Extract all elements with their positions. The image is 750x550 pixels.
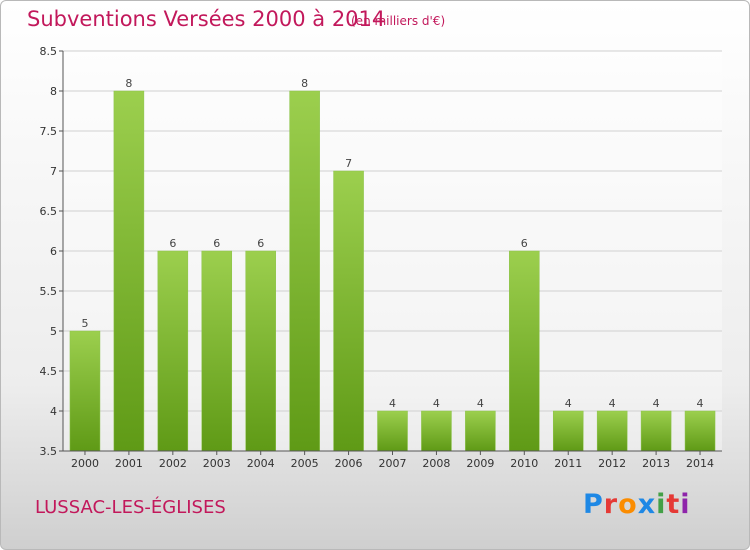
x-tick-label: 2000 <box>71 457 99 470</box>
bar-2006 <box>333 170 364 452</box>
bar-2010 <box>509 250 540 452</box>
y-tick-label: 3.5 <box>40 445 58 458</box>
y-tick-label: 4 <box>50 405 57 418</box>
y-tick-label: 8.5 <box>40 45 58 58</box>
data-label-2000: 5 <box>81 317 88 330</box>
proxiti-logo: Proxiti <box>583 489 691 520</box>
data-label-2011: 4 <box>565 397 572 410</box>
y-tick-label: 7 <box>50 165 57 178</box>
x-tick-label: 2012 <box>598 457 626 470</box>
data-label-2012: 4 <box>609 397 616 410</box>
x-tick-label: 2001 <box>115 457 143 470</box>
y-tick-label: 5.5 <box>40 285 58 298</box>
bar-2008 <box>421 410 452 452</box>
logo-letter: t <box>666 489 681 520</box>
data-label-2009: 4 <box>477 397 484 410</box>
x-tick-label: 2007 <box>379 457 407 470</box>
data-label-2008: 4 <box>433 397 440 410</box>
bar-2001 <box>113 90 145 452</box>
bar-2014 <box>684 410 716 452</box>
bar-2009 <box>465 410 496 452</box>
logo-letter: x <box>637 489 657 520</box>
data-label-2007: 4 <box>389 397 396 410</box>
y-tick-label: 8 <box>50 85 57 98</box>
bar-2012 <box>596 410 628 452</box>
data-label-2006: 7 <box>345 157 352 170</box>
data-label-2005: 8 <box>301 77 308 90</box>
data-label-2002: 6 <box>169 237 176 250</box>
bar-2002 <box>157 250 189 452</box>
x-tick-label: 2008 <box>422 457 450 470</box>
y-tick-label: 6.5 <box>40 205 58 218</box>
bar-2000 <box>69 330 101 452</box>
x-tick-label: 2006 <box>335 457 363 470</box>
x-tick-label: 2003 <box>203 457 231 470</box>
chart-title: Subventions Versées 2000 à 2014 <box>27 7 386 31</box>
x-tick-label: 2004 <box>247 457 275 470</box>
bar-2013 <box>640 410 672 452</box>
bar-2011 <box>552 410 584 452</box>
data-label-2013: 4 <box>653 397 660 410</box>
bar-2007 <box>377 410 408 452</box>
logo-letter: P <box>583 489 604 520</box>
x-tick-label: 2002 <box>159 457 187 470</box>
y-tick-label: 6 <box>50 245 57 258</box>
x-tick-label: 2009 <box>466 457 494 470</box>
data-label-2010: 6 <box>521 237 528 250</box>
data-label-2004: 6 <box>257 237 264 250</box>
logo-letter: o <box>618 489 638 520</box>
logo-letter: i <box>656 489 667 520</box>
axes: 3.5 4 4.5 5 5.5 6 6.5 7 7.5 8 8.5 2000 2001 2002 2003 2… <box>40 45 722 470</box>
x-tick-label: 2013 <box>642 457 670 470</box>
x-tick-label: 2011 <box>554 457 582 470</box>
chart-subtitle: (en milliers d'€) <box>351 14 446 28</box>
data-label-2001: 8 <box>125 77 132 90</box>
logo-letter: r <box>603 489 619 520</box>
bar-2003 <box>201 250 233 452</box>
labels: 5 8 6 6 6 8 7 4 4 4 6 4 4 4 4 <box>81 77 703 410</box>
x-tick-label: 2005 <box>291 457 319 470</box>
bar-2005 <box>289 90 320 452</box>
data-label-2014: 4 <box>697 397 704 410</box>
x-tick-label: 2010 <box>510 457 538 470</box>
y-tick-label: 5 <box>50 325 57 338</box>
y-tick-label: 4.5 <box>40 365 58 378</box>
data-label-2003: 6 <box>213 237 220 250</box>
x-tick-label: 2014 <box>686 457 714 470</box>
logo-letter: i <box>680 489 691 520</box>
bar-2004 <box>245 250 276 452</box>
commune-name: LUSSAC-LES-ÉGLISES <box>35 497 226 518</box>
y-tick-label: 7.5 <box>40 125 58 138</box>
